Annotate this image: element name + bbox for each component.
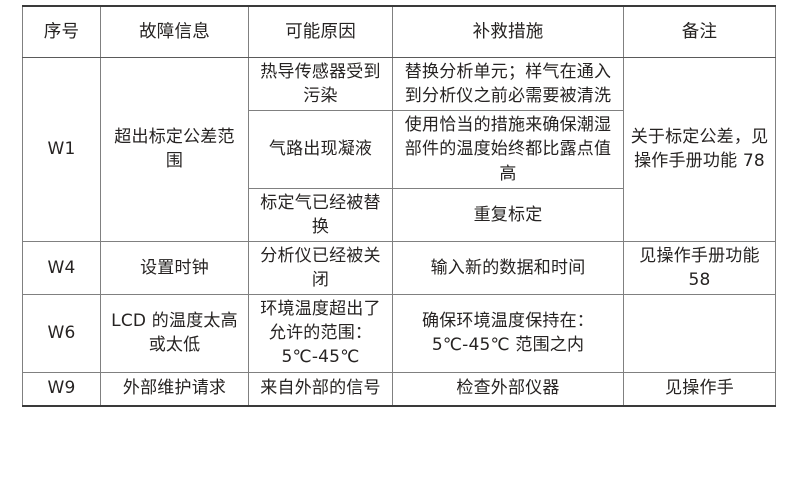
cell-fault-message: 设置时钟 xyxy=(100,240,249,296)
cell-note xyxy=(623,294,776,373)
cell-note: 见操作手册功能 58 xyxy=(623,240,776,296)
table-row: W4 设置时钟 分析仪已经被关闭 输入新的数据和时间 见操作手册功能 58 xyxy=(22,240,776,296)
cell-code: W4 xyxy=(22,240,101,296)
cell-note: 关于标定公差，见操作手册功能 78 xyxy=(623,57,776,242)
cell-remedy: 检查外部仪器 xyxy=(392,371,624,407)
cell-code: W6 xyxy=(22,294,101,373)
cell-fault-message: 超出标定公差范围 xyxy=(100,57,249,242)
cell-possible-cause: 标定气已经被替换 xyxy=(248,187,393,242)
table-row: 标定气已经被替换 重复标定 xyxy=(23,187,776,242)
cell-possible-cause: 气路出现凝液 xyxy=(248,110,393,189)
cell-fault-message: LCD 的温度太高或太低 xyxy=(100,294,249,373)
cell-remedy: 输入新的数据和时间 xyxy=(392,240,624,296)
cell-code: W9 xyxy=(22,371,101,407)
table-row: W1 超出标定公差范围 热导传感器受到污染 替换分析单元；样气在通入到分析仪之前… xyxy=(22,56,776,242)
column-header-possible-cause: 可能原因 xyxy=(248,5,393,58)
cell-possible-cause: 分析仪已经被关闭 xyxy=(248,240,393,296)
table-header-row: 序号 故障信息 可能原因 补救措施 备注 xyxy=(22,5,776,58)
table-row: 气路出现凝液 使用恰当的措施来确保潮湿部件的温度始终都比露点值高 xyxy=(23,110,776,189)
cell-fault-message: 外部维护请求 xyxy=(100,371,249,407)
table-row: W9 外部维护请求 来自外部的信号 检查外部仪器 见操作手 xyxy=(22,371,776,407)
fault-table-container: 序号 故障信息 可能原因 补救措施 备注 W1 超出标定公差范围 热导传感器受到… xyxy=(22,5,776,407)
fault-code-table: 序号 故障信息 可能原因 补救措施 备注 W1 超出标定公差范围 热导传感器受到… xyxy=(22,5,776,407)
cell-remedy: 重复标定 xyxy=(392,187,624,242)
cell-possible-cause: 热导传感器受到污染 xyxy=(248,56,393,112)
cell-remedy: 确保环境温度保持在：5℃-45℃ 范围之内 xyxy=(392,294,624,373)
column-header-note: 备注 xyxy=(623,5,776,58)
cell-possible-cause: 环境温度超出了允许的范围：5℃-45℃ xyxy=(248,294,393,373)
column-header-remedy: 补救措施 xyxy=(392,5,624,58)
table-header: 序号 故障信息 可能原因 补救措施 备注 xyxy=(22,5,776,58)
column-header-sequence: 序号 xyxy=(22,5,101,58)
column-header-fault-message: 故障信息 xyxy=(100,5,249,58)
table-body: W1 超出标定公差范围 热导传感器受到污染 替换分析单元；样气在通入到分析仪之前… xyxy=(22,56,776,407)
cell-note: 见操作手 xyxy=(623,371,776,407)
cell-possible-cause: 来自外部的信号 xyxy=(248,371,393,407)
cell-remedy: 替换分析单元；样气在通入到分析仪之前必需要被清洗 xyxy=(392,56,624,112)
cell-remedy: 使用恰当的措施来确保潮湿部件的温度始终都比露点值高 xyxy=(392,110,624,189)
table-row: W6 LCD 的温度太高或太低 环境温度超出了允许的范围：5℃-45℃ 确保环境… xyxy=(22,294,776,373)
cell-code: W1 xyxy=(22,57,101,242)
